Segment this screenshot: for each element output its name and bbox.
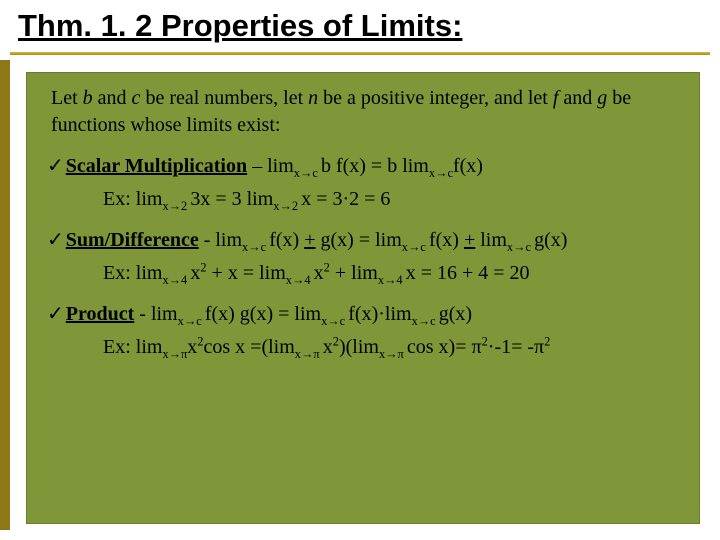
intro-text-part: and [93,87,132,109]
var-n: n [308,87,318,109]
subscript: x→c [429,166,453,180]
formula-part: g(x) = lim [316,229,402,251]
check-icon: ✓ [47,229,64,251]
subscript: x→c [242,240,269,254]
formula-part: f(x) [453,155,483,177]
check-icon: ✓ [47,155,64,177]
ex-part: Ex: lim [103,188,162,210]
ex-part: x [187,336,197,358]
ex-part: Ex: lim [103,262,162,284]
ex-part: cos x =(lim [204,336,295,358]
subscript: x→c [412,314,439,328]
subscript: x→π [379,347,407,361]
property-scalar: ✓Scalar Multiplication – limx→c b f(x) =… [47,153,683,180]
ex-part: )(lim [339,336,379,358]
subscript: x→4 [162,273,190,287]
subscript: x→2 [162,199,190,213]
formula-part: g(x) [439,303,472,325]
formula-part: lim [475,229,507,251]
slide-title: Thm. 1. 2 Properties of Limits: [18,8,702,44]
ex-part: + x = lim [207,262,286,284]
property-name: Scalar Multiplication [66,155,247,177]
intro-text-part: Let [51,87,83,109]
property-sumdiff: ✓Sum/Difference - limx→c f(x) + g(x) = l… [47,227,683,254]
formula-part: b f(x) = b lim [321,155,429,177]
ex-part: 3x = 3 lim [190,188,273,210]
example-scalar: Ex: limx→2 3x = 3 limx→2 x = 3·2 = 6 [103,186,683,213]
formula-part: f(x) [269,229,304,251]
slide: Thm. 1. 2 Properties of Limits: Let b an… [0,0,720,540]
ex-part: cos x)= π [407,336,482,358]
example-product: Ex: limx→πx2cos x =(limx→π x2)(limx→π co… [103,334,683,361]
ex-part: Ex: lim [103,336,162,358]
var-b: b [83,87,93,109]
subscript: x→c [507,240,534,254]
formula-part: - lim [199,229,242,251]
formula-part: f(x)·lim [348,303,411,325]
formula-part: f(x) g(x) = lim [205,303,321,325]
property-product: ✓Product - limx→c f(x) g(x) = limx→c f(x… [47,301,683,328]
formula-part: - lim [134,303,177,325]
var-g: g [597,87,607,109]
intro-text-part: be real numbers, let [140,87,308,109]
ex-part: ·-1= -π [488,336,544,358]
side-accent-bar [0,60,10,530]
ex-part: + lim [330,262,378,284]
formula-part: – lim [247,155,294,177]
subscript: x→4 [378,273,406,287]
check-icon: ✓ [47,303,64,325]
formula-part: g(x) [534,229,567,251]
title-rule [10,52,710,55]
ex-part: x [323,336,333,358]
subscript: x→π [162,347,187,361]
example-sumdiff: Ex: limx→4 x2 + x = limx→4 x2 + limx→4 x… [103,260,683,287]
property-name: Product [66,303,135,325]
formula-part: f(x) [429,229,464,251]
subscript: x→c [402,240,429,254]
ex-part: x = 3·2 = 6 [301,188,390,210]
subscript: x→c [178,314,205,328]
subscript: x→π [295,347,323,361]
intro-text-part: be a positive integer, and let [318,87,553,109]
ex-part: x [314,262,324,284]
property-name: Sum/Difference [66,229,199,251]
subscript: x→c [294,166,321,180]
ex-part: x = 16 + 4 = 20 [406,262,530,284]
subscript: x→2 [273,199,301,213]
subscript: x→4 [286,273,314,287]
title-wrap: Thm. 1. 2 Properties of Limits: [0,0,720,48]
plus-minus: + [464,229,475,251]
intro-text-part: and [558,87,597,109]
ex-part: x [190,262,200,284]
content-box: Let b and c be real numbers, let n be a … [26,72,700,524]
plus-minus: + [304,229,315,251]
superscript: 2 [544,334,550,348]
intro-text: Let b and c be real numbers, let n be a … [51,85,679,139]
subscript: x→c [321,314,348,328]
